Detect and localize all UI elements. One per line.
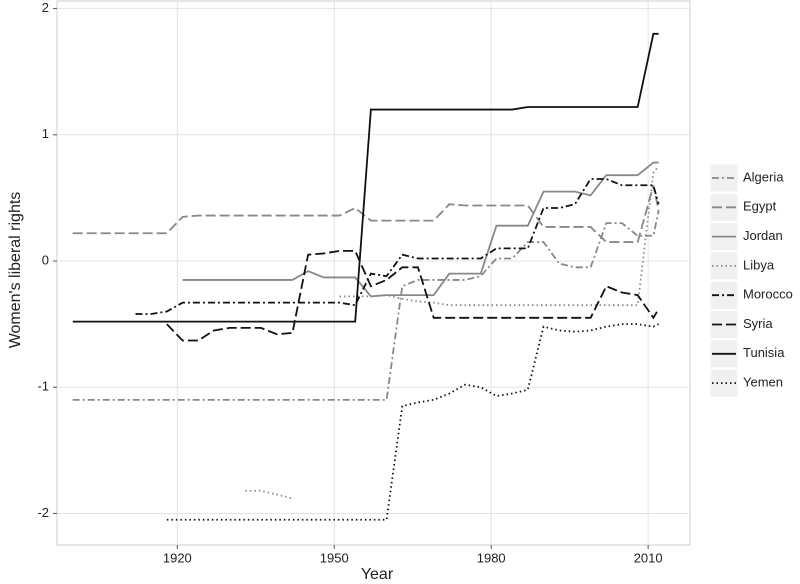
legend-label: Algeria [743,169,784,184]
legend-key [709,368,739,398]
legend-key [709,251,739,281]
x-tick-label: 2010 [634,550,663,565]
x-axis-title: Year [361,566,394,583]
y-axis-title: Women's liberal rights [7,192,24,349]
legend-label: Libya [743,257,775,272]
series-line [135,178,660,315]
legend-label: Yemen [743,375,783,390]
y-tick-label: -1 [37,379,49,394]
x-tick-label: 1920 [163,550,192,565]
series-line [72,185,660,243]
legend-label: Morocco [743,287,793,302]
series-line [245,165,660,500]
series-line [72,32,659,323]
legend-label: Egypt [743,199,777,214]
legend-label: Tunisia [743,345,785,360]
legend-label: Syria [743,316,773,331]
y-tick-label: -2 [37,505,49,520]
legend-label: Jordan [743,228,783,243]
series-line [166,250,660,342]
x-tick-label: 1950 [320,550,349,565]
y-tick-label: 1 [42,126,49,141]
y-tick-label: 2 [42,0,49,15]
x-tick-label: 1980 [477,550,506,565]
y-tick-label: 0 [42,252,49,267]
plot-panel [56,0,691,546]
